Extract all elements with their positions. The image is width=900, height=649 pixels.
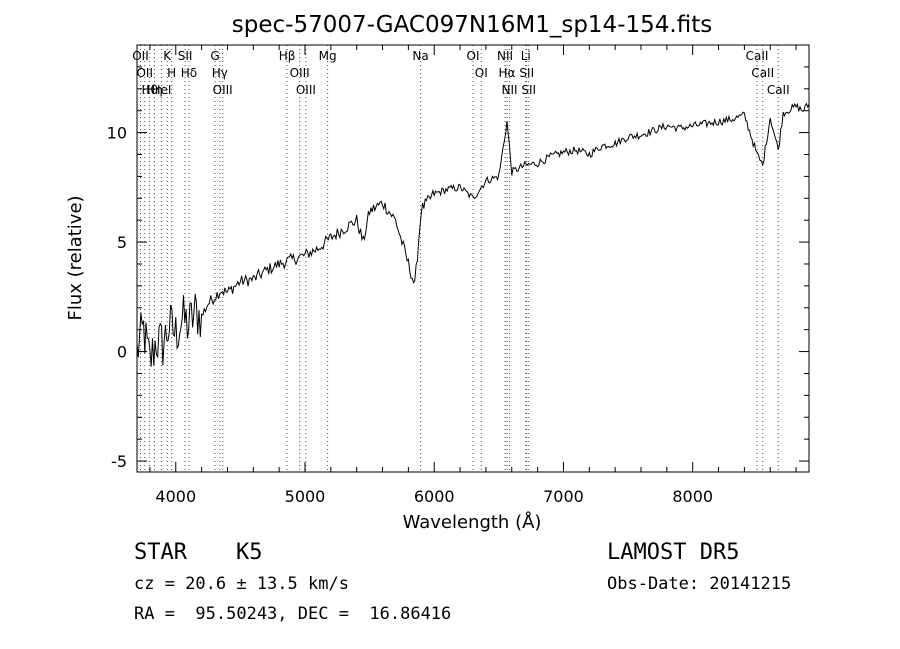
line-label-22: Li	[521, 49, 531, 63]
line-label-2: Hθ	[141, 83, 157, 97]
line-label-3: Hη	[146, 83, 163, 97]
line-label-11: OIII	[213, 83, 233, 97]
observation-date: Obs-Date: 20141215	[607, 574, 792, 594]
line-label-23: SII	[519, 66, 534, 80]
x-tick-label-0: 4000	[155, 487, 196, 506]
line-label-19: NII	[497, 49, 513, 63]
star-class: STAR	[134, 540, 187, 565]
line-label-27: CaII	[767, 83, 790, 97]
y-tick-label-3: 10	[107, 124, 127, 143]
line-label-12: Hβ	[279, 49, 296, 63]
line-label-25: CaII	[746, 49, 769, 63]
redshift-cz: cz = 20.6 ± 13.5 km/s	[134, 574, 349, 594]
y-tick-label-1: 0	[117, 343, 127, 362]
line-label-17: OI	[467, 49, 480, 63]
line-label-1: OII	[136, 66, 153, 80]
flux-series-line	[136, 102, 810, 367]
line-label-18: OI	[475, 66, 488, 80]
star-subclass: K5	[236, 540, 263, 565]
x-tick-label-1: 5000	[285, 487, 326, 506]
line-label-15: Mg	[319, 49, 337, 63]
x-tick-label-2: 6000	[414, 487, 455, 506]
x-tick-label-3: 7000	[543, 487, 584, 506]
spectral-line-markers	[139, 45, 779, 472]
y-axis-label: Flux (relative)	[65, 195, 86, 320]
chart-title: spec-57007-GAC097N16M1_sp14-154.fits	[232, 12, 712, 38]
axis-ticks: 4000 5000 6000 7000 8000 -5 0 5 10	[107, 45, 809, 506]
line-label-24: SII	[521, 83, 536, 97]
line-label-6: H	[167, 66, 176, 80]
line-label-5: K	[163, 49, 172, 63]
y-tick-label-2: 5	[117, 233, 127, 252]
line-label-26: CaII	[751, 66, 774, 80]
line-label-4: HeI	[151, 83, 171, 97]
x-axis-label: Wavelength (Å)	[403, 511, 542, 533]
line-label-0: OII	[132, 49, 149, 63]
y-tick-label-0: -5	[111, 452, 127, 471]
line-label-10: Hγ	[212, 66, 228, 80]
line-label-20: Hα	[499, 66, 516, 80]
line-label-7: SII	[178, 49, 193, 63]
survey-name: LAMOST DR5	[607, 540, 740, 565]
x-tick-label-4: 8000	[672, 487, 713, 506]
line-label-14: OIII	[296, 83, 316, 97]
line-label-9: G	[210, 49, 219, 63]
line-label-16: Na	[412, 49, 428, 63]
line-label-13: OIII	[290, 66, 310, 80]
plot-frame	[136, 44, 810, 473]
line-label-21: NII	[502, 83, 518, 97]
coordinates: RA = 95.50243, DEC = 16.86416	[134, 604, 452, 624]
line-label-8: Hδ	[181, 66, 197, 80]
